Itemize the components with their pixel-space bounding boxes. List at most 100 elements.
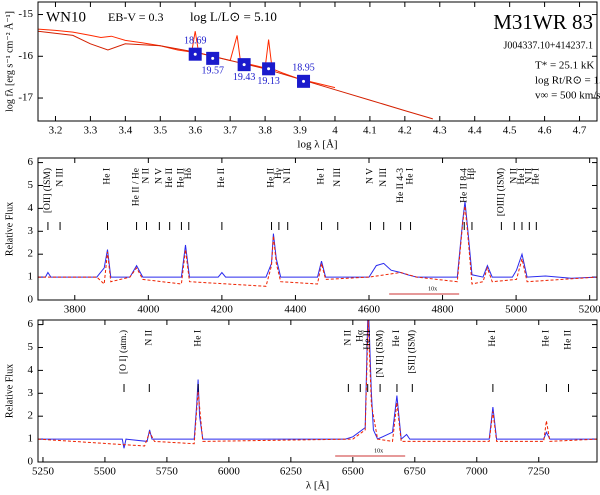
inset-label: 10x [374, 448, 383, 454]
x-tick-label: 3.6 [188, 125, 202, 137]
y-axis-label: log fλ [erg s⁻¹ cm⁻² Å⁻¹] [3, 11, 15, 112]
line-id: N II [509, 168, 519, 184]
y-tick-label: 3 [28, 225, 34, 237]
line-id: He I [406, 168, 416, 185]
line-id: He I [542, 330, 552, 347]
y-tick-label: 5 [28, 179, 34, 191]
chart-title: M31WR 83 [493, 10, 593, 34]
spectrum-line [38, 320, 597, 447]
y-axis-label: Relative Flux [4, 364, 15, 418]
line-id: Hβ [467, 168, 477, 180]
line-id: N II [144, 330, 154, 346]
line-id: He II [217, 168, 227, 188]
y-tick-label: 2 [28, 248, 34, 260]
chart-subtitle: J004337.10+414237.1 [503, 40, 593, 51]
x-tick-label: 4.6 [538, 125, 552, 137]
line-id: N II [344, 330, 354, 346]
x-tick-label: 4.5 [503, 125, 517, 137]
line-id: [N II] (ISM) [374, 330, 385, 378]
x-tick-label: 4.2 [398, 125, 412, 137]
x-tick-label: 5000 [505, 304, 528, 316]
y-tick-label: 0 [28, 456, 34, 468]
magnitude-label: 19.13 [257, 76, 280, 87]
x-tick-label: 4600 [358, 304, 381, 316]
y-tick-label: -17 [18, 92, 33, 104]
x-axis-label: λ [Å] [306, 480, 329, 492]
line-id: He I [488, 330, 498, 347]
photometry-dot [302, 79, 306, 83]
annotation: T* = 25.1 kK [535, 60, 594, 72]
y-tick-label: 6 [28, 318, 34, 330]
line-id: Hγ [274, 168, 284, 179]
x-tick-label: 4.7 [573, 125, 587, 137]
spectrum-line [38, 201, 597, 279]
photometry-dot [211, 56, 215, 60]
line-id: He I [103, 168, 113, 185]
line-id: [SII] (ISM) [407, 330, 418, 374]
annotation: log L/L⊙ = 5.10 [190, 9, 277, 24]
x-tick-label: 5750 [156, 466, 179, 478]
line-id: [O I] (atm.) [118, 330, 129, 374]
x-tick-label: 3.8 [258, 125, 272, 137]
x-tick-label: 3.7 [223, 125, 237, 137]
line-id: Hδ [184, 167, 194, 179]
x-tick-label: 3.5 [153, 125, 167, 137]
x-tick-label: 5500 [94, 466, 117, 478]
magnitude-label: 19.57 [201, 66, 224, 77]
x-tick-label: 3800 [64, 304, 87, 316]
y-tick-label: 4 [28, 364, 34, 376]
line-id: He II [165, 168, 175, 188]
annotation: WN10 [46, 9, 86, 25]
y-tick-label: 3 [28, 387, 34, 399]
x-tick-label: 5250 [32, 466, 55, 478]
x-tick-label: 3.3 [84, 125, 98, 137]
magnitude-label: 18.95 [292, 63, 315, 74]
frame [37, 319, 598, 463]
y-tick-label: 1 [28, 433, 34, 445]
line-id: He I [193, 330, 203, 347]
y-tick-label: -15 [18, 8, 33, 20]
line-id: N II [525, 168, 535, 184]
photometry-dot [193, 52, 197, 56]
y-tick-label: 4 [28, 202, 34, 214]
line-id: [OIII] (ISM) [496, 168, 507, 216]
line-id: Hα [355, 330, 365, 342]
line-id: N III [379, 168, 389, 187]
line-id: N III [333, 168, 343, 187]
line-id: He I [317, 168, 327, 185]
magnitude-label: 19.43 [233, 72, 256, 83]
x-tick-label: 3.2 [49, 125, 63, 137]
y-tick-label: 2 [28, 410, 34, 422]
x-tick-label: 4400 [284, 304, 307, 316]
x-tick-label: 4.3 [433, 125, 447, 137]
x-tick-label: 6750 [404, 466, 427, 478]
annotation: v∞ = 500 km/s [535, 90, 600, 102]
line-id: He I [517, 168, 527, 185]
line-id: He II / He [132, 168, 142, 206]
frame [37, 1, 598, 122]
y-tick-label: -16 [18, 50, 33, 62]
line-id: He II [363, 330, 373, 350]
line-id: N II [142, 168, 152, 184]
line-id: He II 8-4 [459, 168, 469, 203]
x-axis-label: log λ [Å] [297, 139, 337, 151]
line-id: N II [283, 168, 293, 184]
x-tick-label: 4000 [137, 304, 160, 316]
y-axis-label: Relative Flux [4, 202, 15, 256]
x-tick-label: 3.9 [293, 125, 307, 137]
line-id: [OII] (ISM) [42, 168, 53, 213]
x-tick-label: 4200 [211, 304, 234, 316]
line-id: N V [155, 168, 165, 184]
x-tick-label: 6250 [280, 466, 303, 478]
y-tick-label: 0 [28, 294, 34, 306]
photometry-dot [242, 63, 246, 67]
y-tick-label: 1 [28, 271, 34, 283]
line-id: He II 4-3 [396, 168, 406, 203]
x-tick-label: 4.4 [468, 125, 482, 137]
inset-label: 10x [428, 286, 437, 292]
x-tick-label: 7000 [466, 466, 489, 478]
x-tick-label: 6500 [342, 466, 365, 478]
x-tick-label: 4.1 [363, 125, 377, 137]
annotation: EB-V = 0.3 [108, 10, 164, 24]
